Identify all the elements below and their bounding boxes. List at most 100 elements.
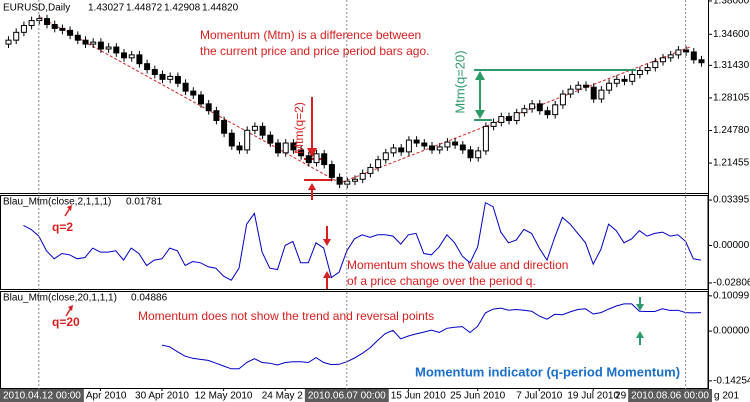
y-tick-label: 0.00000 <box>713 326 750 337</box>
y-tick-label: 1.34600 <box>713 29 750 40</box>
arrow-head <box>308 183 316 190</box>
candle-body <box>644 67 651 72</box>
candle-body <box>51 23 58 29</box>
annotation: Mtm(q=2) <box>292 102 306 154</box>
candle-body <box>598 89 605 100</box>
candle-body <box>636 70 643 75</box>
y-tick-label: 0.03395 <box>713 195 750 206</box>
candle-body <box>575 84 582 90</box>
annotation: Momentum indicator (q-period Momentum) <box>415 364 680 379</box>
candle-body <box>44 18 50 25</box>
candle-body <box>82 39 89 45</box>
indicator-line <box>23 201 702 281</box>
candle-body <box>683 49 690 53</box>
annotation: q=2 <box>52 220 73 234</box>
candle-body <box>105 46 112 50</box>
candle-body <box>121 52 127 59</box>
candle-body <box>667 54 674 59</box>
candle-body <box>482 125 489 152</box>
y-tick-label: 1.28105 <box>713 93 750 104</box>
candle-body <box>352 178 358 182</box>
candle-body <box>552 104 559 116</box>
cursor-label: 2010.04.12 00:00 <box>3 391 81 402</box>
y-tick-label: 1.21455 <box>713 158 750 169</box>
y-tick-label: 1.38000 <box>713 0 750 7</box>
y-tick-label: -0.02806 <box>713 278 750 289</box>
candle-body <box>459 144 466 151</box>
cursor-label: 2010.08.06 00:00 <box>631 391 709 402</box>
candle-body <box>190 90 197 96</box>
x-tick-label: 25 Jun 2010 <box>450 391 505 402</box>
candle-body <box>144 63 151 71</box>
x-tick-label: 24 May 2 <box>262 391 304 402</box>
candle-body <box>305 155 312 164</box>
arrow-head <box>68 305 73 311</box>
arrow-head <box>475 110 485 119</box>
arrow <box>65 307 72 317</box>
candle-body <box>167 75 174 80</box>
candle-body <box>475 150 482 159</box>
candle-body <box>413 139 420 144</box>
candle-body <box>267 134 274 144</box>
candle-body <box>182 82 189 92</box>
candle-body <box>498 116 505 123</box>
candle-body <box>529 103 536 110</box>
plot-area: 1.38000 1.34600 1.31430 1.28105 1.24780 1.214… <box>5 0 750 402</box>
candle-body <box>5 39 12 45</box>
annotation: Momentum shows the value and direction <box>347 258 568 272</box>
arrow-head <box>323 239 331 246</box>
candle-body <box>298 149 305 157</box>
candle-body <box>59 27 66 31</box>
annotation: the current price and price period bars … <box>200 44 429 58</box>
x-tick-label: 15 Jun 2010 <box>391 391 446 402</box>
candle-body <box>275 142 281 154</box>
candle-body <box>375 159 382 169</box>
arrow-head <box>636 331 644 338</box>
annotation: Mtm(q=20) <box>452 50 467 113</box>
x-tick-label: 12 May 2010 <box>195 391 253 402</box>
candle-body <box>606 82 613 91</box>
candle-body <box>583 84 589 88</box>
candle-body <box>313 153 320 164</box>
candle-body <box>213 110 220 122</box>
header-value: 1.44820 <box>202 3 239 14</box>
candle-body <box>698 59 705 64</box>
arrow-head <box>323 271 331 278</box>
x-tick-label: g 201 <box>714 391 739 402</box>
candle-body <box>690 51 697 61</box>
candle-body <box>236 145 243 151</box>
indicator-line <box>161 303 702 370</box>
x-tick-label: 29 <box>615 391 627 402</box>
candle-body <box>660 57 666 63</box>
y-tick-label: 0.10099 <box>713 290 750 301</box>
candle-body <box>390 147 397 154</box>
candle-body <box>652 61 659 69</box>
candle-body <box>521 108 528 114</box>
candle-body <box>590 86 597 100</box>
candle-body <box>221 120 228 134</box>
candle-body <box>20 24 27 33</box>
indicator-name: Blau_Mtm(close,2,1,1,1) <box>3 197 111 208</box>
header-value: 1.42908 <box>164 3 201 14</box>
cursor-label-box <box>0 389 84 402</box>
arrow-head <box>307 148 317 158</box>
candle-body <box>675 49 682 56</box>
candle-body <box>506 116 512 122</box>
candle-body <box>629 73 636 82</box>
candle-body <box>567 88 574 95</box>
candle-body <box>205 103 212 112</box>
candle-body <box>151 69 158 75</box>
annotation: Momentum (Mtm) is a difference between <box>200 28 421 42</box>
candle-body <box>467 149 474 159</box>
candle-body <box>74 34 81 41</box>
candle-body <box>28 20 35 26</box>
candle-body <box>382 152 389 161</box>
x-tick-label: 30 Apr 2010 <box>135 391 189 402</box>
candle-body <box>90 41 97 45</box>
candle-body <box>259 125 266 136</box>
candle-body <box>128 54 135 59</box>
annotation: of a price change over the period q. <box>347 274 536 288</box>
candle-body <box>359 172 366 180</box>
indicator-value: 0.04886 <box>131 293 168 304</box>
